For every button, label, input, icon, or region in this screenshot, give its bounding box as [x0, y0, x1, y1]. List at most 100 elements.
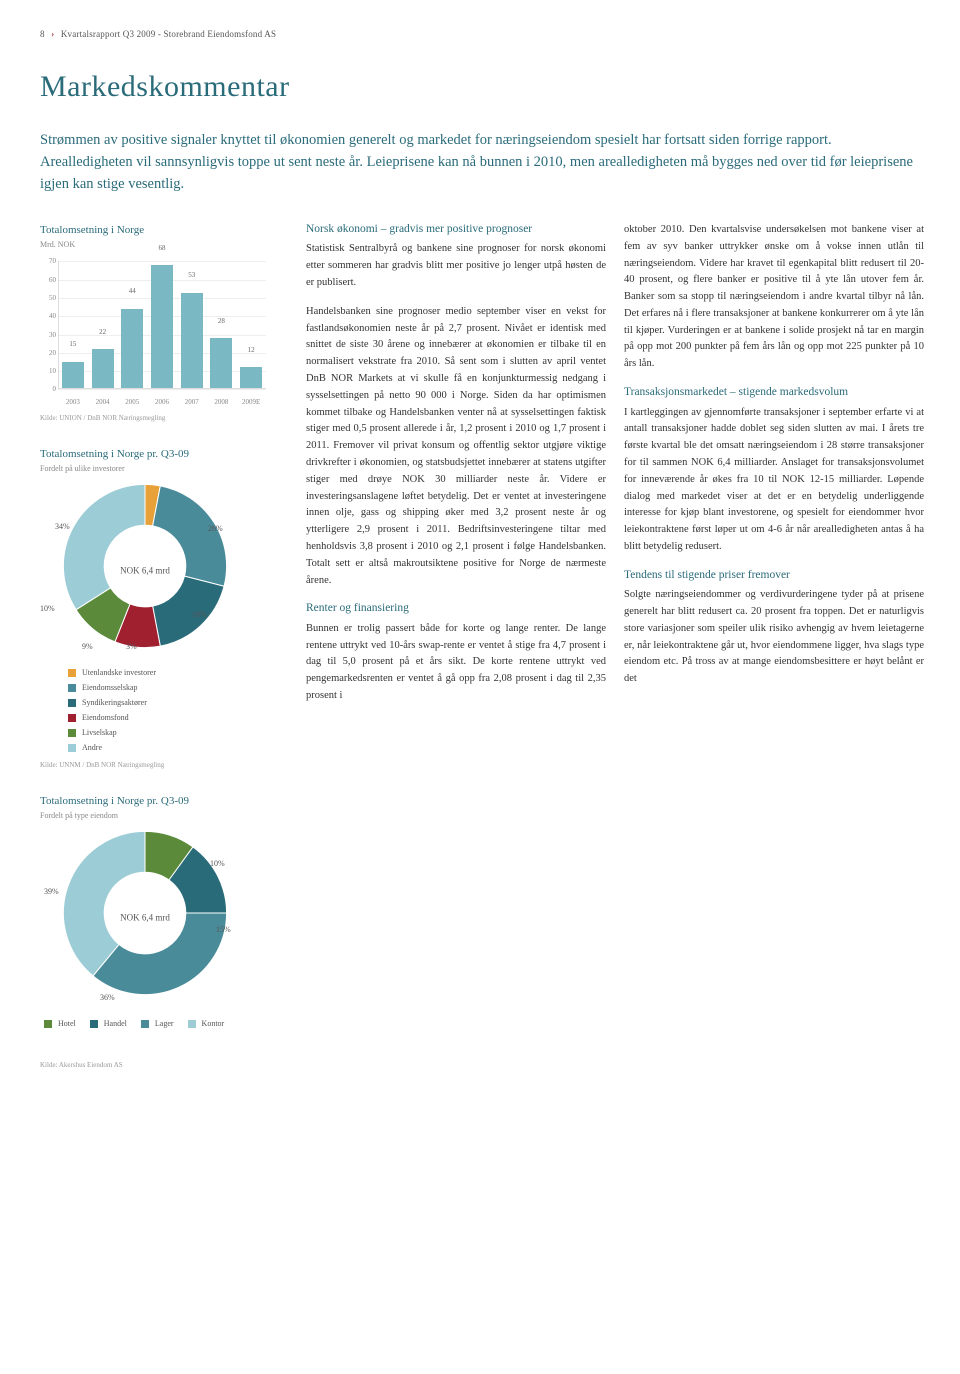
x-label: 2003: [59, 397, 87, 408]
x-label: 2005: [118, 397, 146, 408]
legend-swatch: [68, 684, 76, 692]
donut2-canvas: NOK 6,4 mrd 39% 10% 15% 36%: [40, 828, 250, 1008]
pct-label: 10%: [40, 603, 55, 615]
legend-label: Handel: [104, 1018, 127, 1030]
donut2-center: NOK 6,4 mrd: [120, 912, 170, 926]
donut2-subtitle: Fordelt på type eiendom: [40, 810, 288, 822]
right-para-3: Solgte næringseiendommer og verdivurderi…: [624, 587, 924, 688]
legend-swatch: [68, 669, 76, 677]
page-header: 8 › Kvartalsrapport Q3 2009 - Storebrand…: [40, 28, 920, 42]
legend-swatch: [90, 1020, 98, 1028]
pct-label: 15%: [216, 924, 231, 936]
legend-item: Handel: [90, 1018, 127, 1030]
donut1-canvas: NOK 6,4 mrd 34% 26% 10% 9% 3% 18%: [40, 481, 250, 661]
y-tick: 40: [40, 311, 56, 322]
caret-icon: ›: [51, 29, 54, 39]
doc-title: Kvartalsrapport Q3 2009 - Storebrand Eie…: [61, 29, 276, 39]
legend-label: Eiendomsselskap: [82, 682, 138, 694]
y-tick: 0: [40, 384, 56, 395]
donut1-subtitle: Fordelt på ulike investorer: [40, 463, 288, 475]
legend-item: Hotel: [44, 1018, 76, 1030]
legend-swatch: [141, 1020, 149, 1028]
intro-paragraph: Strømmen av positive signaler knyttet ti…: [40, 129, 920, 196]
x-label: 2007: [178, 397, 206, 408]
donut2-title: Totalomsetning i Norge pr. Q3-09: [40, 793, 288, 810]
pct-label: 3%: [126, 641, 137, 653]
legend-swatch: [68, 699, 76, 707]
legend-label: Hotel: [58, 1018, 76, 1030]
donut2-legend: Hotel Handel Lager Kontor: [40, 1018, 288, 1030]
legend-item: Eiendomsselskap: [68, 682, 288, 694]
legend-label: Lager: [155, 1018, 174, 1030]
bar-chart-title: Totalomsetning i Norge: [40, 222, 288, 239]
legend-item: Syndikeringsaktører: [68, 697, 288, 709]
legend-item: Lager: [141, 1018, 174, 1030]
donut-segment: [93, 913, 227, 995]
legend-label: Livselskap: [82, 727, 117, 739]
legend-swatch: [68, 744, 76, 752]
pct-label: 18%: [192, 609, 207, 621]
donut-segment: [63, 485, 145, 610]
column-middle: Norsk økonomi – gradvis mer positive pro…: [306, 222, 606, 1071]
legend-swatch: [68, 729, 76, 737]
donut-segment: [153, 577, 224, 647]
footer-source: Kilde: Akershus Eiendom AS: [40, 1060, 288, 1071]
content-columns: Totalomsetning i Norge Mrd. NOK 01020304…: [40, 222, 920, 1071]
plot-area: [58, 261, 266, 389]
donut-chart-investors: Totalomsetning i Norge pr. Q3-09 Fordelt…: [40, 446, 288, 771]
mid-para-1: Statistisk Sentralbyrå og bankene sine p…: [306, 241, 606, 291]
page-title: Markedskommentar: [40, 64, 920, 109]
legend-swatch: [68, 714, 76, 722]
right-heading-2: Tendens til stigende priser fremover: [624, 568, 924, 584]
legend-label: Syndikeringsaktører: [82, 697, 147, 709]
right-para-1: oktober 2010. Den kvartalsvise undersøke…: [624, 222, 924, 373]
donut1-legend: Utenlandske investorer Eiendomsselskap Syn…: [40, 667, 288, 754]
column-right: oktober 2010. Den kvartalsvise undersøke…: [624, 222, 924, 1071]
legend-item: Utenlandske investorer: [68, 667, 288, 679]
gridline: [58, 389, 266, 390]
legend-label: Kontor: [202, 1018, 225, 1030]
mid-heading-1: Norsk økonomi – gradvis mer positive pro…: [306, 222, 606, 238]
pct-label: 34%: [55, 521, 70, 533]
bar-chart: Totalomsetning i Norge Mrd. NOK 01020304…: [40, 222, 288, 424]
legend-label: Eiendomsfond: [82, 712, 129, 724]
legend-label: Utenlandske investorer: [82, 667, 156, 679]
x-label: 2009E: [237, 397, 265, 408]
y-tick: 20: [40, 348, 56, 359]
pct-label: 26%: [208, 523, 223, 535]
bar-chart-source: Kilde: UNION / DnB NOR Næringsmegling: [40, 413, 288, 424]
mid-para-2: Handelsbanken sine prognoser medio septe…: [306, 304, 606, 590]
y-tick: 70: [40, 256, 56, 267]
pct-label: 39%: [44, 886, 59, 898]
mid-heading-2: Renter og finansiering: [306, 601, 606, 617]
y-tick: 10: [40, 366, 56, 377]
bar-chart-canvas: 0102030405060701520032220044420056820065…: [40, 257, 270, 407]
y-tick: 30: [40, 329, 56, 340]
legend-swatch: [188, 1020, 196, 1028]
x-label: 2004: [89, 397, 117, 408]
mid-para-3: Bunnen er trolig passert både for korte …: [306, 621, 606, 705]
donut1-center: NOK 6,4 mrd: [120, 565, 170, 579]
legend-item: Kontor: [188, 1018, 225, 1030]
right-para-2: I kartleggingen av gjennomførte transaks…: [624, 405, 924, 556]
donut1-source: Kilde: UNNM / DnB NOR Næringsmegling: [40, 760, 288, 771]
column-left: Totalomsetning i Norge Mrd. NOK 01020304…: [40, 222, 288, 1071]
x-label: 2008: [207, 397, 235, 408]
legend-item: Eiendomsfond: [68, 712, 288, 724]
donut1-title: Totalomsetning i Norge pr. Q3-09: [40, 446, 288, 463]
legend-item: Andre: [68, 742, 288, 754]
bar-value: 68: [151, 243, 173, 254]
page-number: 8: [40, 29, 45, 39]
x-label: 2006: [148, 397, 176, 408]
pct-label: 9%: [82, 641, 93, 653]
pct-label: 10%: [210, 858, 225, 870]
right-heading-1: Transaksjonsmarkedet – stigende markedsv…: [624, 385, 924, 401]
legend-item: Livselskap: [68, 727, 288, 739]
y-tick: 60: [40, 274, 56, 285]
y-tick: 50: [40, 293, 56, 304]
pct-label: 36%: [100, 992, 115, 1004]
page: 8 › Kvartalsrapport Q3 2009 - Storebrand…: [0, 0, 960, 1091]
donut-chart-type: Totalomsetning i Norge pr. Q3-09 Fordelt…: [40, 793, 288, 1031]
legend-swatch: [44, 1020, 52, 1028]
legend-label: Andre: [82, 742, 102, 754]
